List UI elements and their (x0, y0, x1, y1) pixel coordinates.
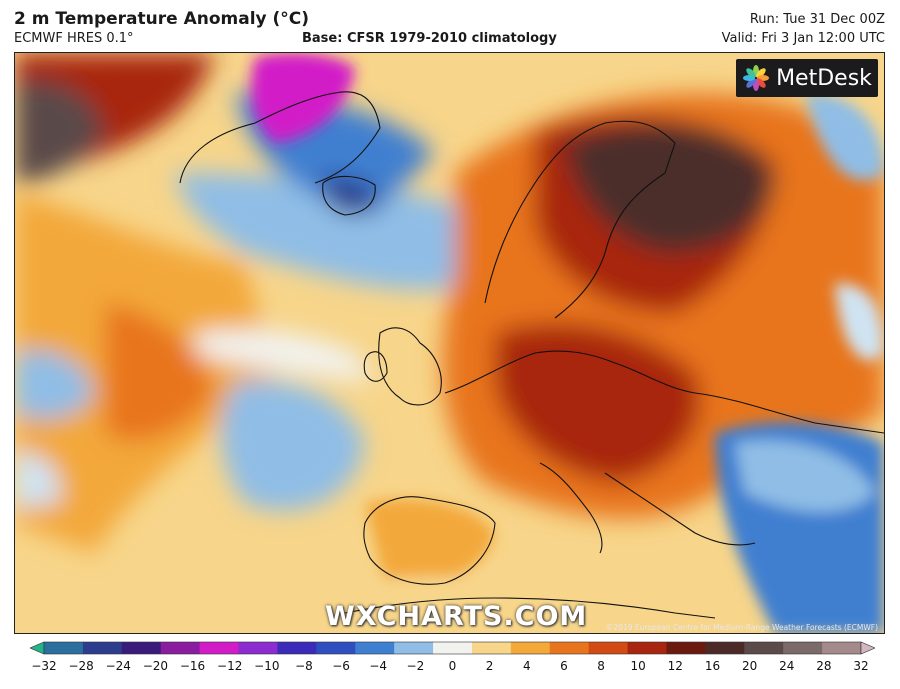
colorbar-segment (316, 642, 356, 654)
chart-title: 2 m Temperature Anomaly (°C) (14, 9, 310, 29)
colorbar-tick-label: 24 (779, 659, 795, 673)
metdesk-logo: MetDesk (736, 59, 878, 97)
russia-east-cool (835, 283, 884, 361)
colorbar-tick-label: −6 (332, 659, 350, 673)
colorbar-tick-label: −12 (217, 659, 243, 673)
iberia-warm (365, 499, 495, 586)
colorbar-segment (822, 642, 862, 654)
colorbar-arrow-min (30, 641, 45, 655)
colorbar-segment (471, 642, 512, 654)
colorbar-strip (30, 641, 875, 655)
coastline-iberia (363, 496, 496, 585)
coastline-italy (539, 462, 603, 554)
colorbar-segment (82, 642, 123, 654)
wxcharts-watermark: WXCHARTS.COM (325, 601, 588, 632)
colorbar-tick-label: 12 (667, 659, 683, 673)
colorbar-tick-label: 6 (560, 659, 568, 673)
colorbar-tick-label: −32 (31, 659, 57, 673)
greenland-extreme-cold (251, 53, 355, 143)
colorbar-segment (433, 642, 473, 654)
colorbar-segment (199, 642, 240, 654)
iceland-very-cold (320, 176, 380, 215)
colorbar-segment (549, 642, 590, 654)
colorbar-tick-label: −2 (406, 659, 425, 673)
coastline-greenland (179, 91, 381, 184)
colorbar-segment (666, 642, 706, 654)
anomaly-map-canvas (15, 53, 884, 633)
colorbar-segment (394, 642, 434, 654)
colorbar-segment (588, 642, 629, 654)
colorbar-tick-label: −8 (295, 659, 313, 673)
coastline-british-isles (378, 327, 442, 406)
coastline-north-africa (344, 597, 716, 619)
colorbar-segment (627, 642, 667, 654)
turkey-cool (735, 440, 875, 512)
copyright-notice: ©2019 European Centre for Medium-Range W… (605, 623, 878, 632)
colorbar-segment (277, 642, 317, 654)
colorbar-tick-label: 4 (522, 659, 531, 673)
north-africa-mild (315, 576, 715, 633)
colorbar-segment (238, 642, 278, 654)
baffin-extreme (15, 80, 105, 183)
colorbar-segment (783, 642, 823, 654)
valid-time-label: Valid: Fri 3 Jan 12:00 UTC (721, 31, 885, 46)
model-label: ECMWF HRES 0.1° (14, 31, 134, 46)
central-europe-strong (495, 323, 701, 483)
atlantic-orange-core (105, 303, 215, 441)
colorbar-tick-label: 16 (704, 659, 721, 673)
colorbar-segment (510, 642, 551, 654)
colorbar-tick-label: 32 (853, 659, 869, 673)
north-atlantic-cool (175, 173, 485, 290)
ural-cool (805, 93, 884, 181)
mid-atlantic-cool (221, 380, 365, 511)
run-time-label: Run: Tue 31 Dec 00Z (749, 12, 885, 27)
colorbar-segment (705, 642, 745, 654)
coastline-continent (444, 350, 884, 434)
colorbar-tick-label: −28 (68, 659, 94, 673)
colorbar-segment (160, 642, 201, 654)
metdesk-logo-icon (743, 65, 770, 91)
coastline-iceland (322, 175, 376, 216)
coastline-balkans (604, 472, 756, 546)
colorbar-segment (744, 642, 784, 654)
mid-atlantic-neutral (195, 329, 375, 383)
colorbar-tick-label: −16 (179, 659, 206, 673)
colorbar-tick-label: −24 (105, 659, 131, 673)
colorbar-segment (121, 642, 162, 654)
base-climatology-label: Base: CFSR 1979-2010 climatology (302, 31, 557, 46)
west-atlantic-cool (15, 350, 95, 419)
colorbar-segment (355, 642, 395, 654)
nw-cold-patch (15, 452, 61, 508)
colorbar-tick-label: −10 (254, 659, 280, 673)
colorbar-segment (44, 642, 84, 654)
colorbar: −32 −28 −24 −20 −16 −12 −10 −8 −6 −4 −2 0 2 4 6 8 10 12 16… (30, 641, 875, 687)
colorbar-tick-label: −4 (369, 659, 388, 673)
colorbar-tick-label: 28 (816, 659, 832, 673)
anomaly-map[interactable]: MetDesk WXCHARTS.COM ©2019 European Cent… (14, 52, 885, 634)
colorbar-tick-label: −20 (142, 659, 169, 673)
colorbar-tick-label: 8 (597, 659, 605, 673)
colorbar-tick-label: 10 (630, 659, 646, 673)
colorbar-tick-label: 20 (741, 659, 758, 673)
coastline-ireland (363, 351, 388, 382)
colorbar-tick-label: 2 (485, 659, 494, 673)
colorbar-tick-label: 0 (448, 659, 457, 673)
colorbar-arrow-max (860, 641, 875, 655)
coastline-scandinavia (484, 120, 676, 319)
metdesk-logo-text: MetDesk (776, 65, 872, 91)
